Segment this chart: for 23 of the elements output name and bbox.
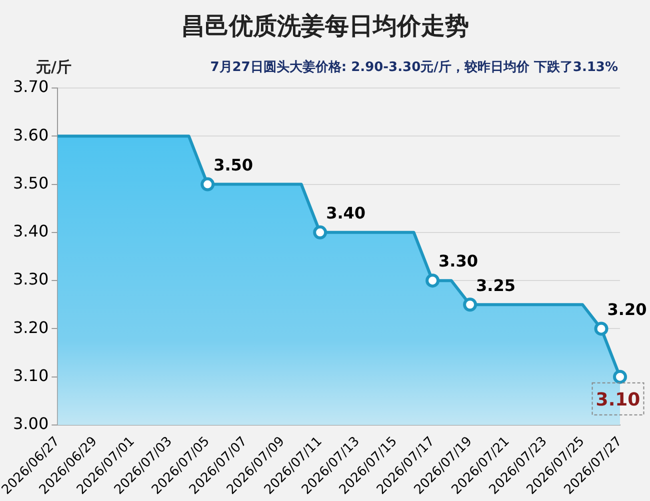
point: [200, 177, 215, 192]
y-tick-label: 3.30: [13, 270, 49, 289]
data-label: 3.50: [214, 155, 254, 174]
data-label: 3.40: [326, 204, 366, 223]
data-label: 3.30: [438, 252, 478, 271]
point: [594, 322, 608, 336]
chart-subtitle: 7月27日圆头大姜价格: 2.90-3.30元/斤，较昨日均价 下跌了3.13%: [210, 58, 618, 76]
y-axis-title: 元/斤: [36, 58, 72, 77]
y-tick-label: 3.60: [13, 125, 49, 144]
y-tick-label: 3.10: [13, 366, 49, 385]
point: [613, 370, 627, 384]
data-label: 3.25: [476, 276, 516, 295]
data-label: 3.20: [607, 300, 647, 319]
y-tick-label: 3.70: [13, 77, 49, 96]
data-label: 3.10: [596, 390, 640, 411]
point: [463, 298, 478, 312]
y-tick-label: 3.00: [13, 414, 49, 434]
y-tick-label: 3.20: [13, 318, 49, 337]
point: [426, 274, 440, 288]
y-tick-label: 3.40: [13, 222, 49, 241]
y-tick-label: 3.50: [13, 173, 49, 192]
chart-title: 昌邑优质洗姜每日均价走势: [180, 11, 470, 42]
point: [313, 225, 328, 240]
